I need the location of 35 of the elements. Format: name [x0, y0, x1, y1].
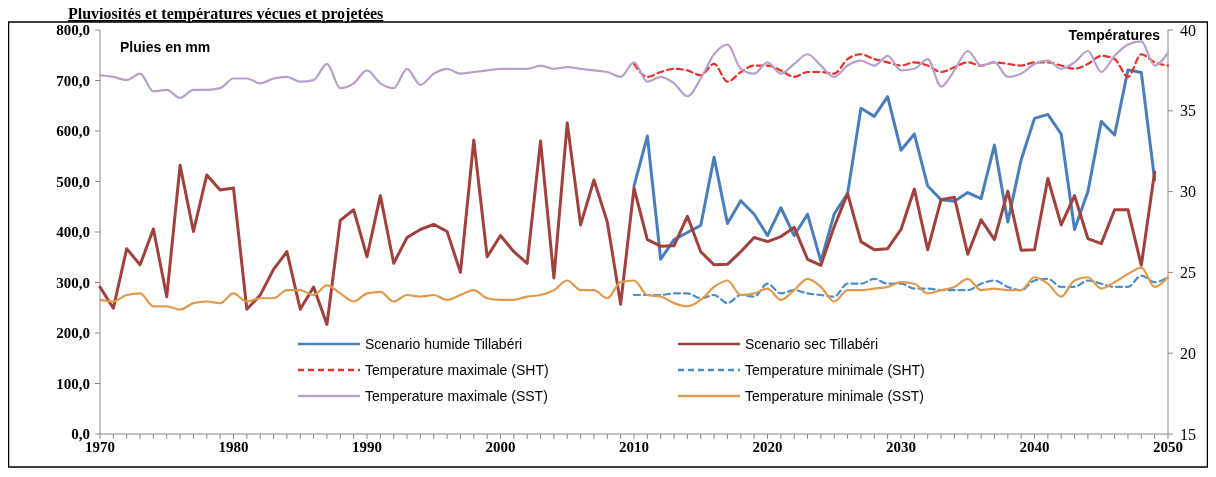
legend-label: Temperature minimale (SST) [745, 387, 924, 404]
y2-tick-label: 35 [1180, 102, 1196, 120]
y-tick-label: 500,0 [56, 173, 90, 190]
x-tick-label: 2020 [752, 439, 783, 455]
line-series [632, 68, 1157, 263]
chart-title: Pluviosités et températures vécues et projetées [68, 5, 384, 23]
x-tick-label: 2040 [1019, 439, 1050, 455]
y-tick-label: 600,0 [56, 123, 90, 140]
legend-label: Scenario sec Tillabéri [745, 335, 879, 352]
legend-label: Scenario humide Tillabéri [365, 335, 523, 352]
legend-label: Temperature minimale (SHT) [745, 361, 925, 378]
x-tick-label: 2010 [619, 439, 649, 455]
x-tick-label: 2050 [1153, 439, 1183, 455]
line-series [98, 121, 1157, 326]
y2-axis-title: Températures [1068, 27, 1161, 43]
y2-tick-label: 40 [1180, 21, 1196, 39]
y-tick-label: 300,0 [56, 274, 90, 291]
y2-tick-label: 25 [1180, 264, 1196, 281]
line-series [632, 53, 1170, 83]
legend-label: Temperature maximale (SST) [365, 387, 548, 404]
x-tick-label: 1980 [218, 439, 249, 455]
y-tick-label: 200,0 [56, 325, 90, 342]
y2-tick-label: 15 [1180, 425, 1196, 443]
y2-tick-label: 30 [1180, 183, 1196, 201]
x-tick-label: 2000 [485, 439, 516, 455]
y-tick-label: 800,0 [56, 22, 90, 39]
line-series [98, 266, 1170, 311]
y-tick-label: 700,0 [56, 72, 90, 89]
x-tick-label: 2030 [886, 439, 916, 455]
y-tick-label: 400,0 [56, 224, 90, 241]
y-tick-label: 100,0 [56, 375, 90, 392]
legend-label: Temperature maximale (SHT) [365, 361, 549, 378]
x-tick-label: 1990 [352, 439, 382, 455]
y-axis-title: Pluies en mm [120, 39, 211, 55]
y2-tick-label: 20 [1180, 344, 1196, 362]
